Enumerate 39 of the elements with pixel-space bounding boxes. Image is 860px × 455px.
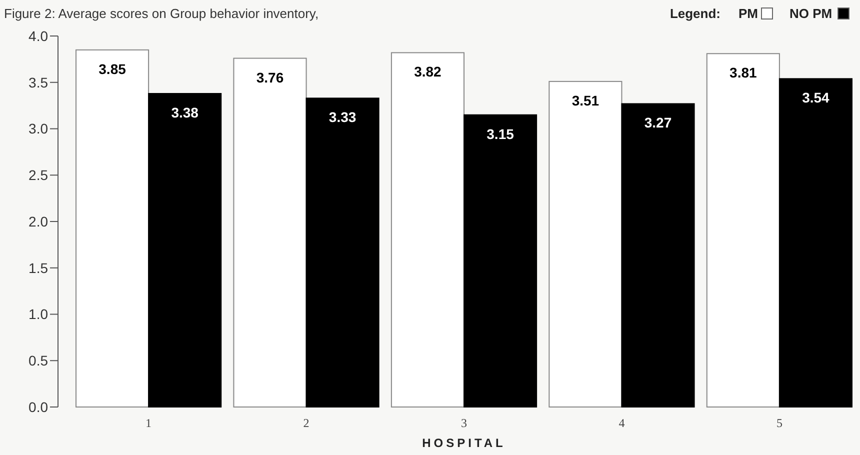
chart-title: Figure 2: Average scores on Group behavior inventory, xyxy=(4,6,319,21)
bar xyxy=(464,114,538,408)
x-tick-label: 2 xyxy=(303,416,310,430)
bar xyxy=(148,93,222,408)
bar xyxy=(706,53,780,408)
data-label: 3.51 xyxy=(572,92,600,108)
x-tick-label: 4 xyxy=(618,416,625,430)
bar xyxy=(306,98,380,408)
x-tick-label: 3 xyxy=(461,416,467,430)
x-tick-label: 1 xyxy=(146,416,152,430)
bar xyxy=(778,78,852,408)
text: PM xyxy=(738,6,758,21)
y-tick-label: 2.5 xyxy=(28,167,48,184)
data-label: 3.82 xyxy=(414,64,442,80)
legend-title: Legend: xyxy=(670,6,720,21)
x-axis-title: HOSPITAL xyxy=(422,436,506,450)
data-label: 3.15 xyxy=(486,126,514,142)
bar xyxy=(621,103,695,408)
y-tick-label: 4.0 xyxy=(28,28,48,44)
data-label: 3.33 xyxy=(328,109,356,126)
data-label: 3.54 xyxy=(802,90,830,106)
bar xyxy=(233,58,307,408)
y-tick-label: 0.5 xyxy=(28,352,48,369)
y-tick-label: 1.0 xyxy=(28,306,48,322)
bar xyxy=(390,52,464,408)
y-tick-label: 0.0 xyxy=(28,398,48,415)
data-label: 3.85 xyxy=(98,60,126,77)
data-label: 3.81 xyxy=(730,64,758,81)
data-label: 3.76 xyxy=(256,69,284,86)
y-tick-label: 2.0 xyxy=(28,213,48,230)
bar xyxy=(548,80,622,408)
data-label: 3.27 xyxy=(644,114,672,131)
legend-label: NO PM xyxy=(790,6,832,21)
bar xyxy=(76,49,150,408)
y-tick-label: 1.5 xyxy=(28,260,48,276)
y-tick-label: 3.0 xyxy=(28,120,48,137)
data-label: 3.38 xyxy=(171,104,199,121)
y-tick-label: 3.5 xyxy=(28,74,48,90)
x-tick-label: 5 xyxy=(776,416,782,430)
